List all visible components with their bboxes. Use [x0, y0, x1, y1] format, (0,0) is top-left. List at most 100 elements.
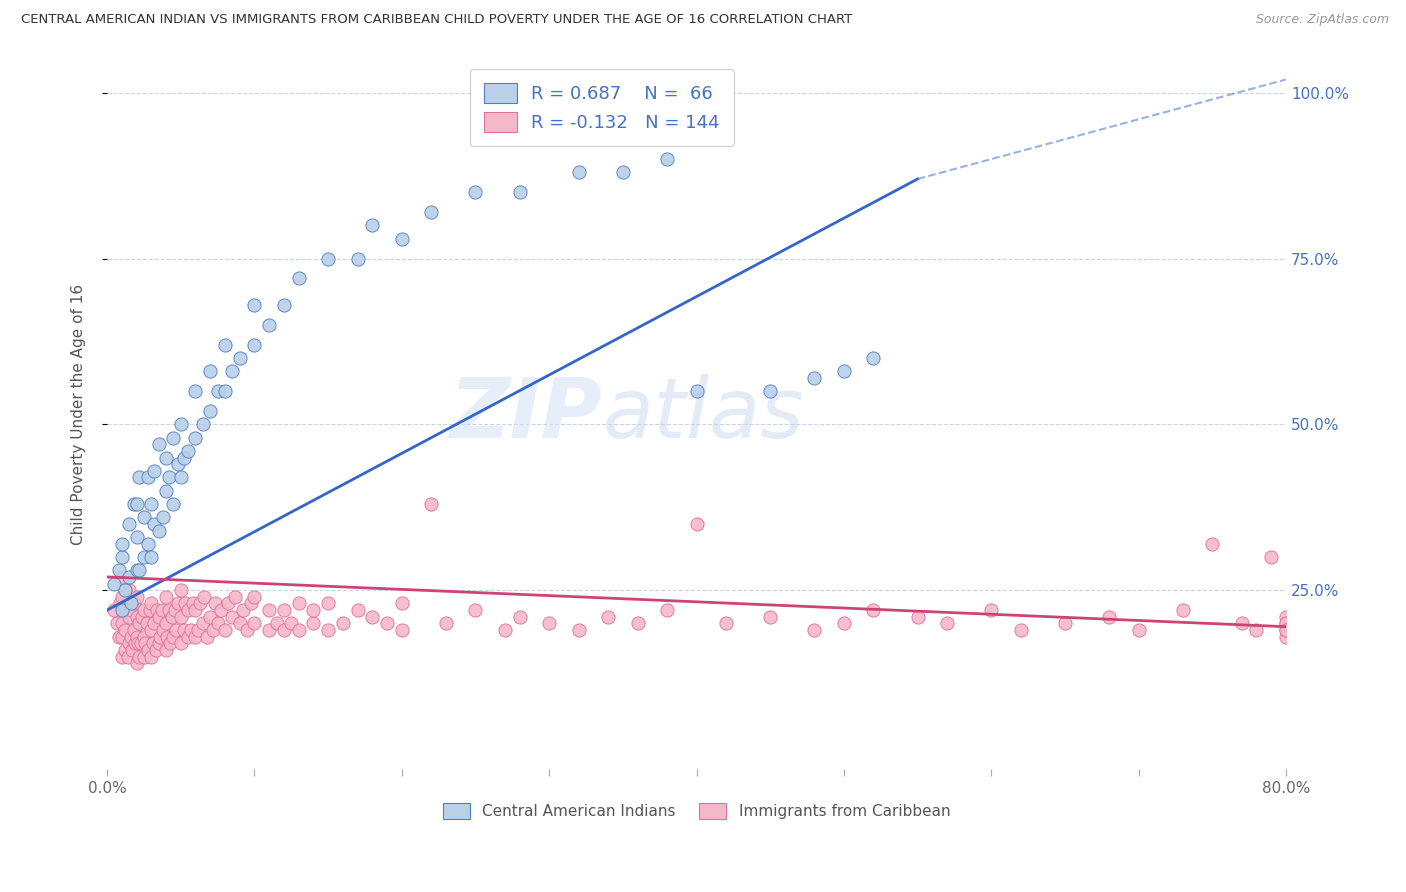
Point [1275, 630, 1298, 644]
Point [125, 563, 148, 577]
Point [118, 636, 141, 650]
Point [228, 351, 250, 365]
Point [122, 623, 145, 637]
Point [266, 616, 288, 631]
Point [200, 609, 222, 624]
Point [184, 384, 207, 399]
Point [128, 470, 150, 484]
Point [114, 623, 136, 637]
Point [160, 609, 183, 624]
Point [1275, 609, 1298, 624]
Point [1275, 616, 1298, 631]
Point [302, 616, 325, 631]
Point [131, 609, 153, 624]
Point [332, 616, 354, 631]
Point [1260, 550, 1282, 565]
Point [1098, 609, 1121, 624]
Point [111, 603, 134, 617]
Point [243, 338, 266, 352]
Point [207, 616, 229, 631]
Point [122, 597, 145, 611]
Point [180, 623, 202, 637]
Point [803, 371, 825, 385]
Point [1230, 616, 1253, 631]
Point [174, 597, 197, 611]
Point [114, 643, 136, 657]
Point [420, 497, 443, 511]
Point [184, 431, 207, 445]
Point [156, 630, 179, 644]
Point [122, 497, 145, 511]
Point [141, 623, 163, 637]
Point [120, 630, 142, 644]
Text: atlas: atlas [602, 374, 804, 455]
Point [209, 603, 232, 617]
Point [120, 603, 142, 617]
Point [108, 563, 131, 577]
Point [132, 550, 155, 565]
Point [138, 537, 160, 551]
Point [980, 603, 1002, 617]
Point [207, 384, 229, 399]
Point [214, 384, 236, 399]
Point [273, 603, 295, 617]
Point [273, 623, 295, 637]
Point [125, 656, 148, 670]
Point [188, 597, 211, 611]
Point [138, 643, 160, 657]
Point [346, 252, 368, 266]
Point [759, 384, 782, 399]
Point [132, 603, 155, 617]
Point [280, 616, 302, 631]
Point [202, 623, 225, 637]
Point [173, 623, 195, 637]
Point [155, 643, 177, 657]
Point [128, 563, 150, 577]
Point [509, 186, 531, 200]
Point [111, 649, 134, 664]
Point [434, 616, 457, 631]
Point [152, 510, 174, 524]
Point [148, 524, 170, 538]
Point [177, 630, 200, 644]
Point [1010, 623, 1032, 637]
Point [170, 609, 193, 624]
Point [224, 590, 246, 604]
Point [1275, 623, 1298, 637]
Point [141, 497, 163, 511]
Point [103, 603, 125, 617]
Point [538, 616, 561, 631]
Point [177, 444, 200, 458]
Point [125, 530, 148, 544]
Point [157, 470, 180, 484]
Point [128, 616, 150, 631]
Point [149, 630, 172, 644]
Point [1275, 616, 1298, 631]
Point [221, 364, 243, 378]
Point [184, 603, 207, 617]
Point [132, 630, 155, 644]
Point [228, 616, 250, 631]
Point [134, 636, 156, 650]
Point [165, 623, 187, 637]
Point [111, 590, 134, 604]
Point [316, 623, 339, 637]
Point [108, 630, 131, 644]
Point [494, 623, 516, 637]
Point [862, 351, 884, 365]
Point [832, 616, 855, 631]
Point [118, 583, 141, 598]
Point [240, 597, 263, 611]
Point [177, 603, 200, 617]
Point [391, 597, 413, 611]
Point [568, 165, 591, 179]
Point [907, 609, 929, 624]
Point [155, 450, 177, 465]
Point [162, 431, 184, 445]
Point [162, 497, 184, 511]
Point [236, 623, 259, 637]
Point [138, 470, 160, 484]
Point [375, 616, 398, 631]
Point [391, 623, 413, 637]
Point [157, 603, 180, 617]
